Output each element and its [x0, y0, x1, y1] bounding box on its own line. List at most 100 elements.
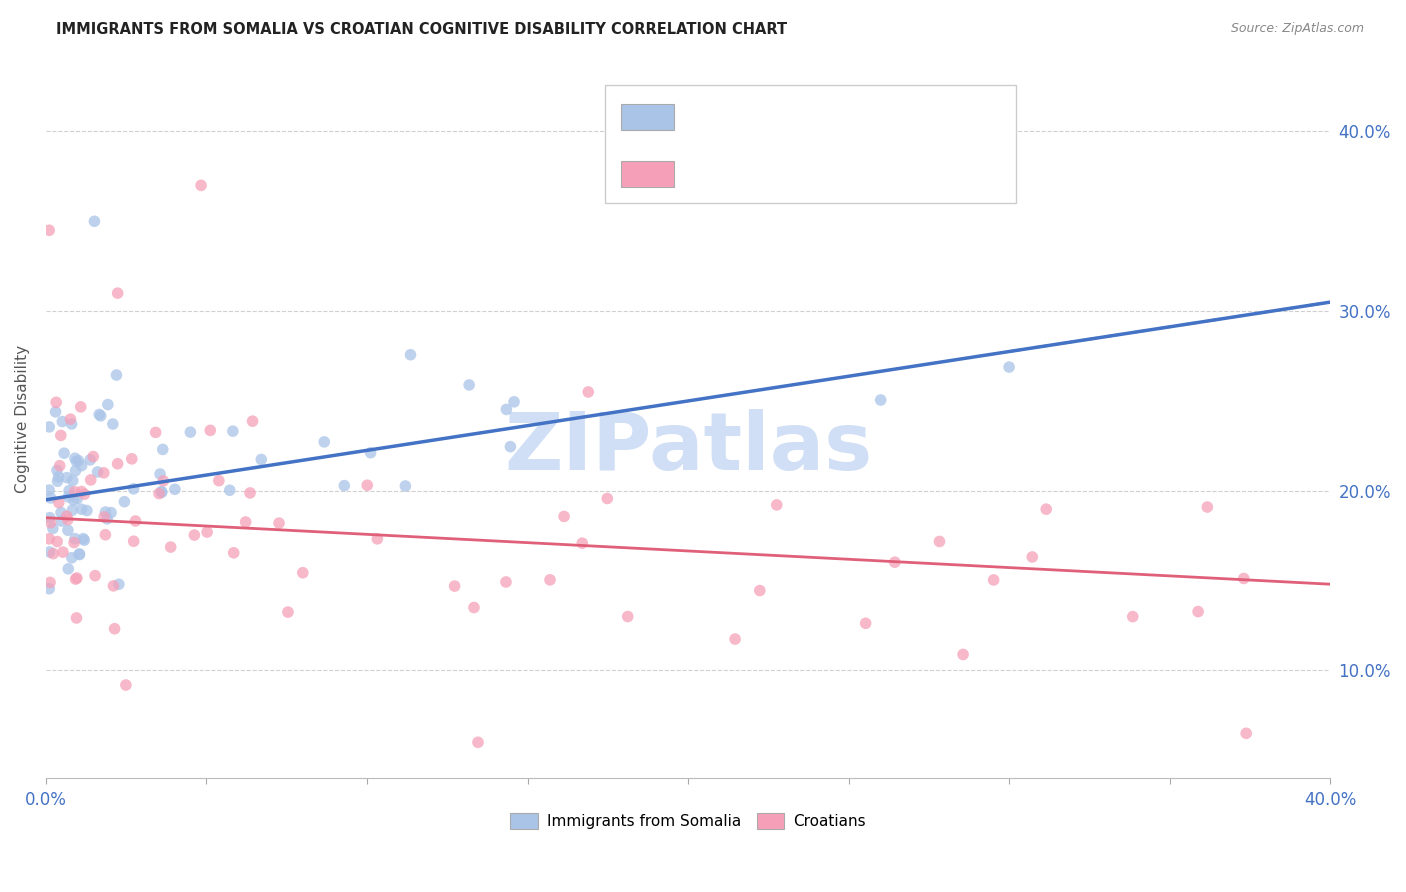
- Point: [39, 491, 62, 505]
- Point: [239, 486, 262, 500]
- Point: [399, 348, 422, 362]
- Point: [200, 423, 222, 437]
- Point: [366, 532, 388, 546]
- Point: [79, 453, 101, 467]
- Point: [499, 440, 522, 454]
- Point: [107, 286, 129, 301]
- Point: [463, 600, 485, 615]
- Point: [163, 482, 186, 496]
- Point: [121, 451, 143, 466]
- Y-axis label: Cognitive Disability: Cognitive Disability: [15, 345, 30, 493]
- Point: [51, 514, 73, 528]
- Point: [148, 486, 170, 500]
- Point: [73, 533, 96, 548]
- Point: [38, 582, 60, 596]
- Point: [145, 425, 167, 440]
- Point: [38, 223, 60, 237]
- Point: [101, 417, 124, 431]
- Point: [65, 611, 87, 625]
- Point: [94, 527, 117, 541]
- Point: [82, 450, 104, 464]
- Point: [291, 566, 314, 580]
- Point: [124, 514, 146, 528]
- Point: [1035, 502, 1057, 516]
- Point: [443, 579, 465, 593]
- Point: [93, 510, 115, 524]
- Point: [1021, 549, 1043, 564]
- Point: [60, 550, 83, 565]
- Point: [73, 487, 96, 501]
- Point: [84, 568, 107, 582]
- Point: [103, 622, 125, 636]
- Point: [60, 503, 83, 517]
- Point: [65, 572, 87, 586]
- Point: [53, 446, 76, 460]
- Point: [58, 490, 80, 504]
- Point: [46, 463, 69, 477]
- Point: [59, 412, 82, 426]
- Point: [208, 474, 231, 488]
- Point: [1197, 500, 1219, 514]
- Point: [218, 483, 240, 498]
- Point: [242, 414, 264, 428]
- Point: [96, 512, 118, 526]
- Point: [150, 485, 173, 500]
- Point: [108, 577, 131, 591]
- Point: [616, 609, 638, 624]
- Point: [63, 535, 86, 549]
- Point: [45, 405, 67, 419]
- Point: [495, 402, 517, 417]
- Point: [107, 457, 129, 471]
- Point: [883, 555, 905, 569]
- Point: [553, 509, 575, 524]
- Point: [52, 545, 75, 559]
- Point: [235, 515, 257, 529]
- Point: [179, 425, 201, 439]
- Point: [69, 400, 91, 414]
- Point: [55, 509, 77, 524]
- Point: [58, 562, 80, 576]
- Point: [45, 395, 67, 409]
- Point: [51, 415, 73, 429]
- Point: [97, 398, 120, 412]
- Point: [112, 494, 135, 508]
- Point: [48, 458, 70, 473]
- Point: [63, 532, 86, 546]
- Point: [998, 360, 1021, 375]
- Point: [467, 735, 489, 749]
- Point: [94, 505, 117, 519]
- Point: [149, 467, 172, 481]
- Text: Source: ZipAtlas.com: Source: ZipAtlas.com: [1230, 22, 1364, 36]
- Point: [63, 451, 86, 466]
- Point: [86, 465, 108, 479]
- Point: [538, 573, 561, 587]
- Point: [39, 575, 62, 590]
- Point: [360, 446, 382, 460]
- Point: [42, 521, 65, 535]
- Point: [63, 484, 86, 499]
- Point: [62, 474, 84, 488]
- Point: [333, 478, 356, 492]
- Point: [869, 392, 891, 407]
- Point: [152, 474, 174, 488]
- Point: [1187, 605, 1209, 619]
- Point: [748, 583, 770, 598]
- Point: [983, 573, 1005, 587]
- Point: [67, 547, 90, 561]
- Point: [80, 473, 103, 487]
- Point: [56, 523, 79, 537]
- Point: [89, 408, 111, 422]
- Point: [183, 528, 205, 542]
- Point: [66, 491, 89, 506]
- Point: [267, 516, 290, 530]
- Point: [458, 378, 481, 392]
- Point: [495, 574, 517, 589]
- Point: [60, 417, 83, 431]
- Point: [93, 466, 115, 480]
- Point: [105, 368, 128, 382]
- Point: [250, 452, 273, 467]
- Point: [83, 214, 105, 228]
- Point: [190, 178, 212, 193]
- Point: [49, 428, 72, 442]
- Point: [222, 424, 245, 438]
